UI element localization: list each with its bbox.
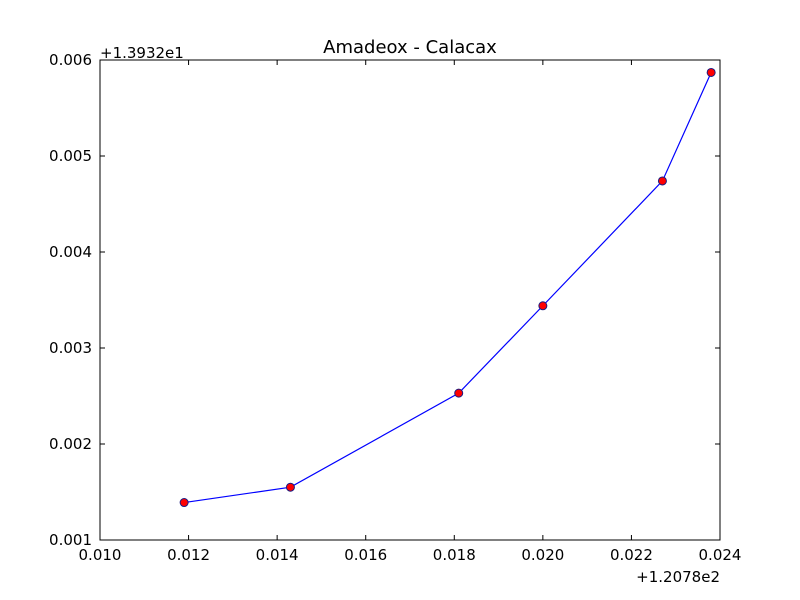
x-tick-label: 0.014: [256, 546, 299, 564]
x-tick-label: 0.010: [79, 546, 122, 564]
data-point: [179, 498, 189, 508]
y-tick-label: 0.001: [49, 531, 92, 549]
plot-frame: [99, 59, 721, 541]
x-tick-label: 0.018: [433, 546, 476, 564]
x-offset-label: +1.2078e2: [636, 568, 720, 586]
data-point: [706, 67, 716, 77]
y-tick-label: 0.005: [49, 147, 92, 165]
x-tick-label: 0.024: [699, 546, 742, 564]
x-tick-label: 0.020: [521, 546, 564, 564]
data-point: [454, 388, 464, 398]
series-line: [184, 72, 712, 504]
y-tick-label: 0.003: [49, 339, 92, 357]
plot-area: 0.010 0.012 0.014 0.016 0.018 0.020 0.022 0.024…: [49, 51, 741, 564]
y-offset-label: +1.3932e1: [100, 44, 184, 62]
chart-title: Amadeox - Calacax: [323, 37, 497, 58]
x-tick-label: 0.022: [610, 546, 653, 564]
data-point: [285, 482, 295, 492]
x-tick-label: 0.012: [167, 546, 210, 564]
y-tick-label: 0.004: [49, 243, 92, 261]
x-tick-label: 0.016: [344, 546, 387, 564]
data-point: [538, 301, 548, 311]
y-tick-label: 0.006: [49, 51, 92, 69]
y-tick-label: 0.002: [49, 435, 92, 453]
data-point: [657, 176, 667, 186]
